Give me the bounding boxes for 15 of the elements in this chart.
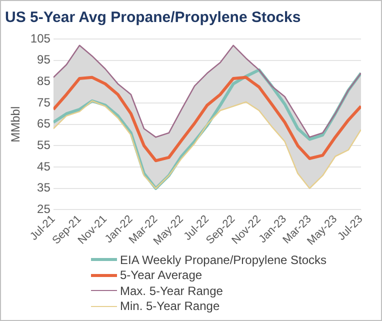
y-tick-label: 65 [37, 116, 51, 131]
y-axis-title: MMbbl [8, 106, 23, 142]
y-tick-label: 105 [30, 31, 51, 46]
chart-title: US 5-Year Avg Propane/Propylene Stocks [5, 9, 301, 26]
y-tick-label: 35 [37, 180, 51, 195]
legend-label: Min. 5-Year Range [120, 299, 220, 314]
y-tick-label: 75 [37, 95, 51, 110]
y-tick-label: 85 [37, 74, 51, 88]
legend-label: 5-Year Average [120, 268, 202, 282]
y-tick-label: 45 [37, 159, 51, 174]
legend-label: EIA Weekly Propane/Propylene Stocks [120, 252, 327, 267]
legend-label: Max. 5-Year Range [120, 284, 223, 298]
y-tick-label: 95 [37, 52, 51, 67]
y-tick-label: 55 [37, 138, 51, 152]
y-tick-label: 25 [37, 202, 51, 216]
